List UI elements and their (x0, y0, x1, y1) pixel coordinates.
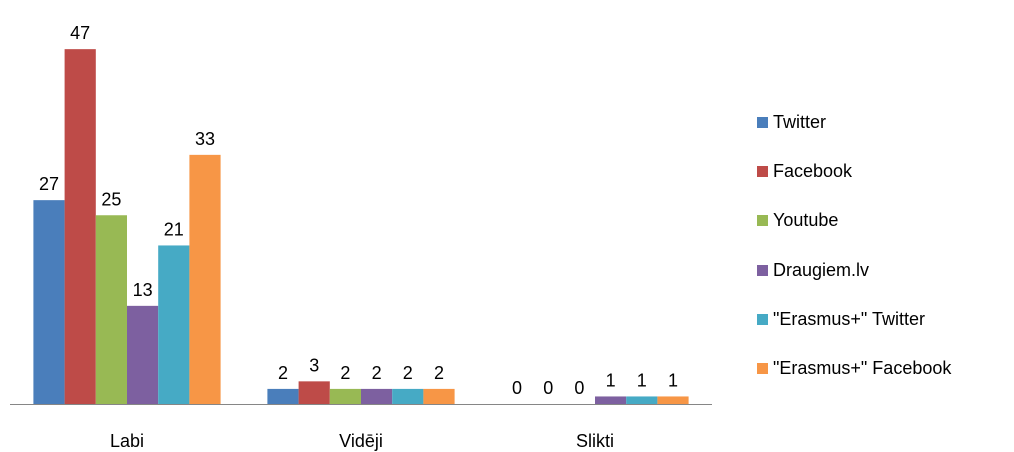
bar-0-3 (127, 306, 158, 404)
data-label-1-5: 2 (434, 363, 444, 383)
legend-swatch-0 (757, 117, 768, 128)
bar-0-0 (33, 200, 64, 404)
legend-label-0: Twitter (773, 112, 826, 133)
data-label-2-2: 0 (574, 378, 584, 398)
data-label-2-4: 1 (637, 370, 647, 390)
legend-label-1: Facebook (773, 161, 852, 182)
data-label-1-0: 2 (278, 363, 288, 383)
data-label-2-1: 0 (543, 378, 553, 398)
legend-label-4: "Erasmus+" Twitter (773, 309, 925, 330)
category-label-0: Labi (110, 431, 144, 451)
bar-1-5 (423, 389, 454, 404)
bar-1-3 (361, 389, 392, 404)
legend-swatch-5 (757, 363, 768, 374)
bar-0-4 (158, 245, 189, 404)
data-label-1-3: 2 (372, 363, 382, 383)
data-label-0-2: 25 (101, 189, 121, 209)
data-label-1-4: 2 (403, 363, 413, 383)
bar-1-1 (299, 381, 330, 404)
legend-item-1: Facebook (757, 147, 951, 196)
legend-item-4: "Erasmus+" Twitter (757, 295, 951, 344)
bar-2-3 (595, 396, 626, 404)
legend-label-2: Youtube (773, 210, 838, 231)
data-label-2-0: 0 (512, 378, 522, 398)
bars-layer (33, 49, 688, 404)
bar-1-2 (330, 389, 361, 404)
legend-label-3: Draugiem.lv (773, 260, 869, 281)
legend-label-5: "Erasmus+" Facebook (773, 358, 951, 379)
legend-swatch-1 (757, 166, 768, 177)
bar-0-1 (65, 49, 96, 404)
bar-1-4 (392, 389, 423, 404)
data-label-0-3: 13 (133, 280, 153, 300)
data-label-2-3: 1 (606, 370, 616, 390)
data-label-2-5: 1 (668, 370, 678, 390)
category-label-1: Vidēji (339, 431, 383, 451)
legend-swatch-2 (757, 215, 768, 226)
legend-item-3: Draugiem.lv (757, 246, 951, 295)
legend-swatch-4 (757, 314, 768, 325)
data-label-1-1: 3 (309, 355, 319, 375)
bar-2-4 (626, 396, 657, 404)
bar-0-5 (189, 155, 220, 404)
data-label-0-1: 47 (70, 23, 90, 43)
legend-item-5: "Erasmus+" Facebook (757, 344, 951, 393)
category-labels-layer: Labi Vidēji Slikti (110, 431, 614, 451)
legend-item-2: Youtube (757, 196, 951, 245)
legend-item-0: Twitter (757, 98, 951, 147)
bar-0-2 (96, 215, 127, 404)
category-label-2: Slikti (576, 431, 614, 451)
bar-2-5 (657, 396, 688, 404)
data-label-0-5: 33 (195, 129, 215, 149)
data-label-1-2: 2 (340, 363, 350, 383)
legend: Twitter Facebook Youtube Draugiem.lv "Erasmu… (757, 98, 951, 393)
bar-1-0 (267, 389, 298, 404)
data-label-0-0: 27 (39, 174, 59, 194)
legend-swatch-3 (757, 265, 768, 276)
data-label-0-4: 21 (164, 219, 184, 239)
